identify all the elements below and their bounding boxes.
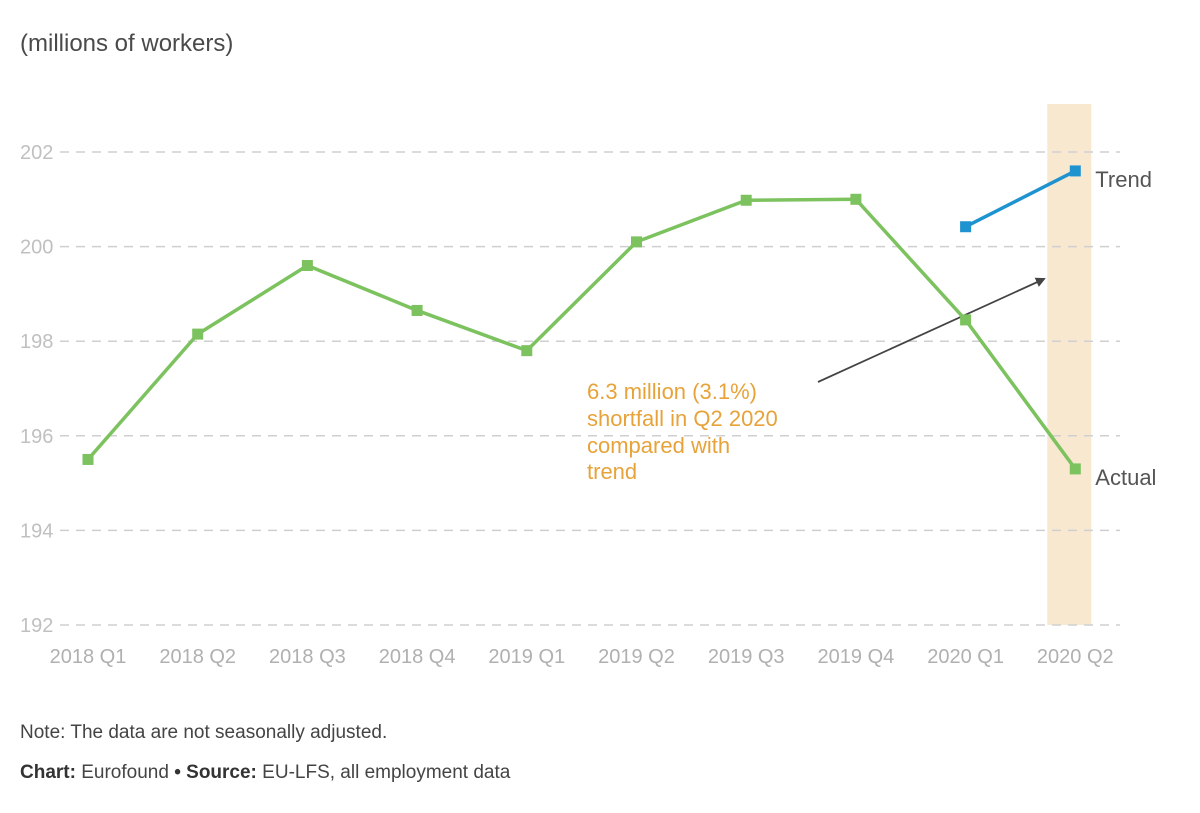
y-axis-ticks: 192 194 196 198 200 202 [20,142,53,637]
y-tick-label-196: 196 [20,426,53,448]
y-tick-label-194: 194 [20,520,53,542]
chart-credit-label: Chart: [20,762,76,783]
actual-point-2018-q2 [192,328,204,340]
footnote: Note: The data are not seasonally adjust… [20,722,388,743]
trend-point-2020-q1 [960,221,972,233]
actual-series-line [86,197,1077,470]
y-tick-label-198: 198 [20,331,53,353]
x-tick-label-2019-q2: 2019 Q2 [598,646,675,668]
trend-series-line [964,169,1077,229]
actual-point-2020-q1 [960,314,972,326]
x-tick-label-2019-q4: 2019 Q4 [818,646,895,668]
y-axis-unit-label: (millions of workers) [20,30,234,57]
source-value: EU-LFS, all employment data [262,762,511,783]
actual-point-2018-q1 [82,453,94,465]
y-tick-label-192: 192 [20,615,53,637]
chart-credit-value: Eurofound [81,762,169,783]
q2-2020-highlight-band [1047,104,1092,625]
x-tick-label-2019-q1: 2019 Q1 [488,646,565,668]
annotation-line-2: shortfall in Q2 2020 [587,405,778,431]
y-tick-label-202: 202 [20,142,53,164]
credit-separator: • [174,762,181,783]
series [82,165,1081,475]
actual-point-2018-q4 [411,304,423,316]
annotation-line-1: 6.3 million (3.1%) [587,379,757,404]
annotation-line-4: trend [587,459,638,485]
x-tick-label-2020-q2: 2020 Q2 [1037,646,1114,668]
x-tick-label-2019-q3: 2019 Q3 [708,646,785,668]
x-tick-label-2018-q3: 2018 Q3 [269,646,346,668]
trend-point-2020-q2 [1069,165,1081,177]
y-tick-label-200: 200 [20,237,53,259]
trend-series-label: Trend [1095,167,1152,192]
actual-point-2020-q2 [1069,463,1081,475]
x-tick-label-2018-q4: 2018 Q4 [379,646,456,668]
actual-point-2019-q4 [850,193,862,205]
credit-line: Chart: Eurofound • Source: EU-LFS, all e… [20,762,510,784]
employment-line-chart: 192 194 196 198 200 202 2018 Q1 2018 Q2 2018 Q3… [20,104,1156,668]
gridlines [60,151,1120,626]
actual-series-label: Actual [1095,465,1156,490]
annotation-arrow [817,277,1046,383]
x-tick-label-2018-q1: 2018 Q1 [50,646,127,668]
actual-point-2019-q3 [740,194,752,206]
actual-point-2019-q2 [631,236,642,248]
actual-point-2019-q1 [521,345,533,357]
source-label: Source: [186,762,257,783]
annotation-line-3: compared with [587,432,731,458]
x-tick-label-2020-q1: 2020 Q1 [927,646,1004,668]
actual-point-2018-q3 [301,260,313,272]
shortfall-annotation: 6.3 million (3.1%) shortfall in Q2 2020 … [587,379,827,486]
series-labels: Actual Trend [1095,167,1156,490]
annotation-arrow-line [817,277,1046,383]
x-tick-label-2018-q2: 2018 Q2 [159,646,236,668]
x-axis-ticks: 2018 Q1 2018 Q2 2018 Q3 2018 Q4 2019 Q1 2019 … [50,646,1114,668]
